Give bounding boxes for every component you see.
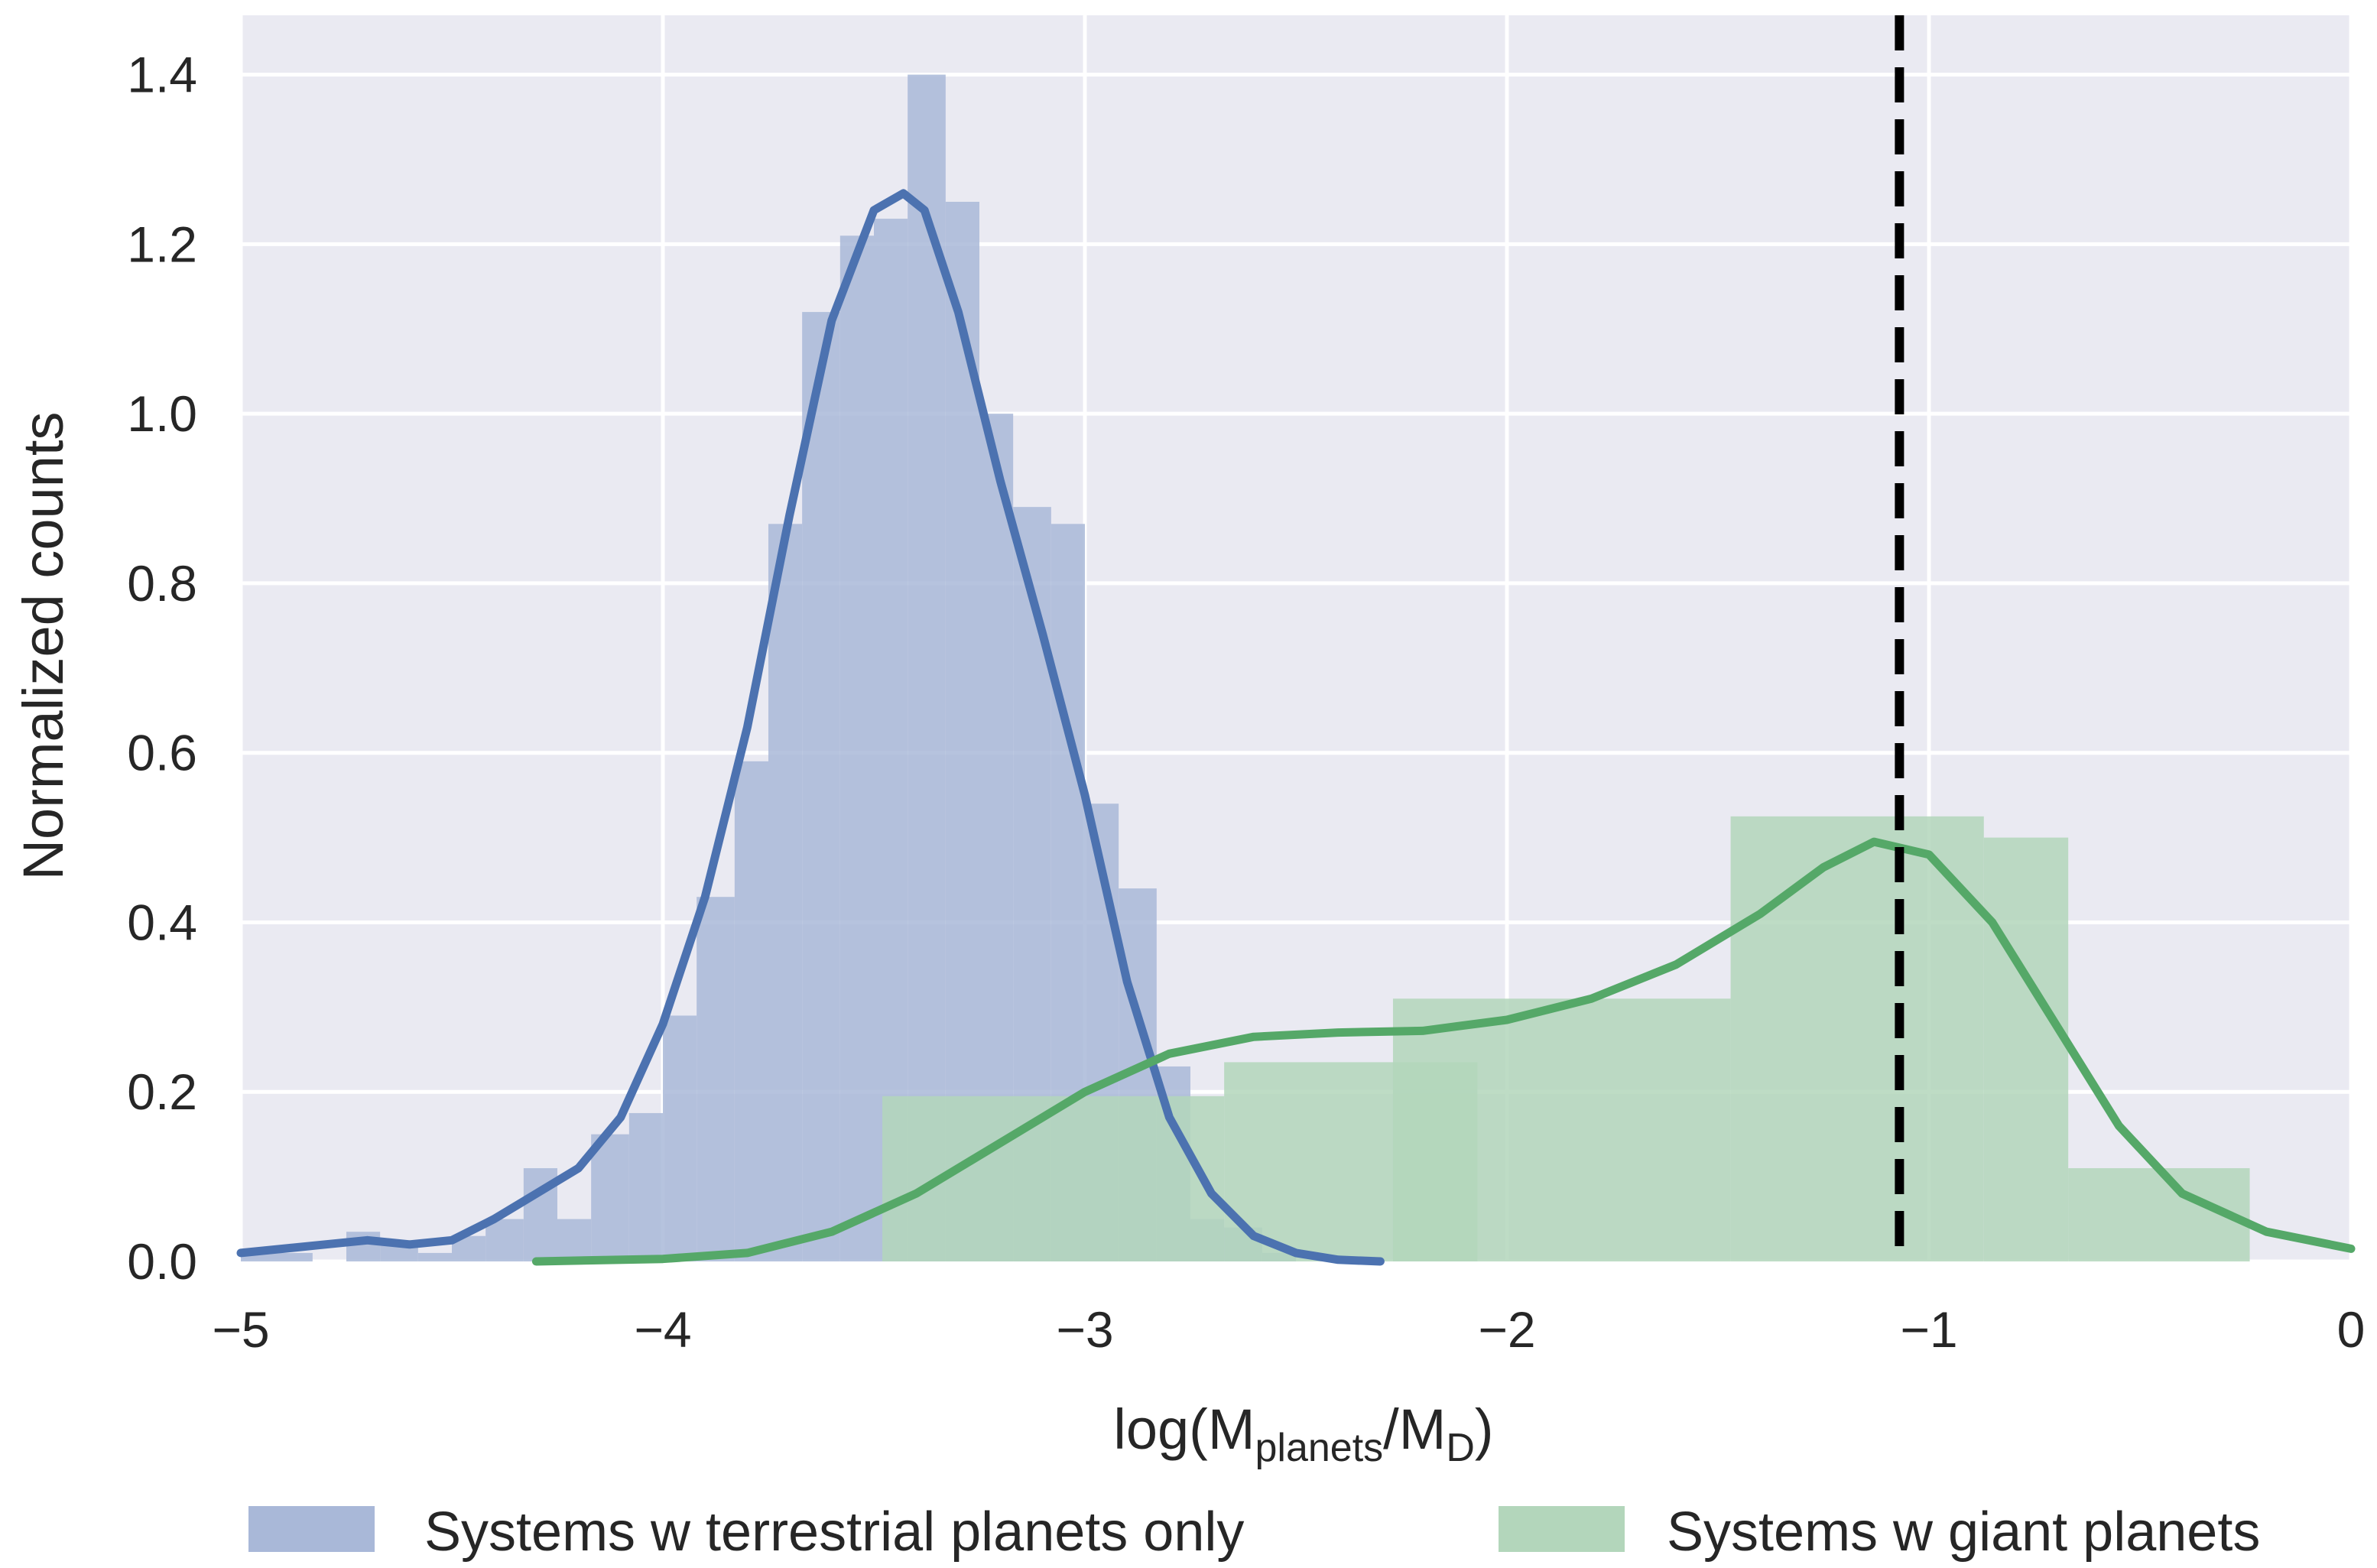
y-tick-label-4: 0.8	[127, 555, 197, 612]
x-axis-label: log(Mplanets/MD)	[1113, 1398, 1493, 1470]
x-tick-label-4: −1	[1900, 1301, 1957, 1358]
bar-0-16	[874, 219, 908, 1261]
x-axis-label-sub1: planets	[1255, 1426, 1383, 1470]
y-tick-label-0: 0.0	[127, 1233, 197, 1290]
bar-0-8	[591, 1134, 629, 1261]
x-tick-label-1: −4	[634, 1301, 691, 1358]
bar-0-13	[768, 524, 803, 1261]
x-axis-label-sub2: D	[1446, 1426, 1475, 1470]
y-tick-labels: 0.0 0.2 0.4 0.6 0.8 1.0 1.2 1.4	[127, 47, 197, 1290]
bar-0-5	[485, 1219, 524, 1261]
bar-1-3	[1730, 816, 1984, 1261]
x-axis-label-prefix: log(M	[1113, 1398, 1255, 1461]
x-tick-label-3: −2	[1478, 1301, 1535, 1358]
bar-1-2	[1392, 998, 1731, 1261]
x-axis-label-suffix: )	[1475, 1398, 1494, 1461]
x-axis-label-mid: /M	[1383, 1398, 1446, 1461]
legend-label-terrestrial: Systems w terrestrial planets only	[424, 1501, 1244, 1563]
bar-0-1	[346, 1232, 381, 1261]
legend-swatch-giant	[1499, 1506, 1625, 1552]
legend-swatch-terrestrial	[248, 1506, 375, 1552]
bar-1-4	[1983, 837, 2069, 1261]
x-tick-labels: −5 −4 −3 −2 −1 0	[212, 1301, 2365, 1358]
x-tick-label-0: −5	[212, 1301, 269, 1358]
bars-series-1	[882, 816, 2250, 1261]
x-tick-label-2: −3	[1056, 1301, 1113, 1358]
y-tick-label-2: 0.4	[127, 894, 197, 950]
y-axis-label: Normalized counts	[11, 412, 75, 881]
histogram-bars	[241, 74, 2250, 1262]
bar-0-10	[663, 1015, 697, 1261]
y-tick-label-7: 1.4	[127, 47, 197, 103]
bar-0-3	[417, 1252, 452, 1261]
kde-curves	[236, 189, 2356, 1266]
bar-0-15	[839, 235, 874, 1261]
bar-0-9	[628, 1112, 663, 1261]
y-tick-label-6: 1.2	[127, 216, 197, 272]
y-tick-label-3: 0.6	[127, 725, 197, 781]
x-tick-label-5: 0	[2337, 1301, 2366, 1358]
legend: Systems w terrestrial planets only Syste…	[248, 1501, 2260, 1563]
bar-0-7	[557, 1219, 592, 1261]
bar-0-11	[697, 897, 735, 1261]
bar-0-14	[802, 312, 840, 1262]
y-tick-label-5: 1.0	[127, 385, 197, 442]
kde-line-series-0	[236, 189, 1385, 1266]
bar-0-17	[908, 74, 946, 1262]
bar-0-12	[734, 761, 768, 1261]
legend-label-giant: Systems w giant planets	[1667, 1501, 2260, 1563]
bar-0-2	[380, 1244, 418, 1261]
kde-line-series-1	[531, 837, 2356, 1266]
y-tick-label-1: 0.2	[127, 1063, 197, 1120]
bar-0-0	[241, 1252, 313, 1261]
